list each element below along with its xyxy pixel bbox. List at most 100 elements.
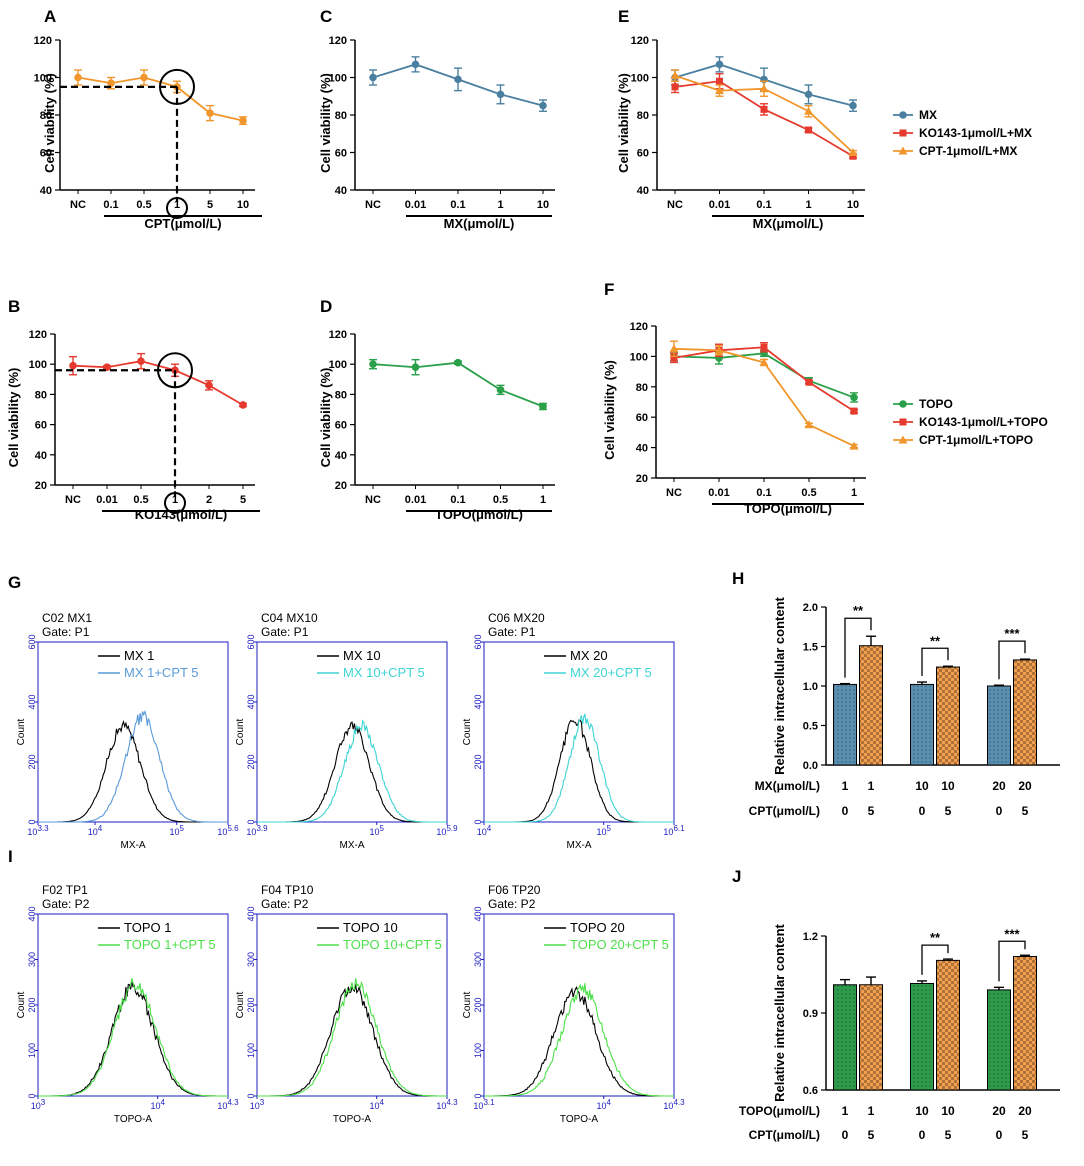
x-tick-label: NC: [65, 494, 81, 506]
row-value: 10: [941, 779, 955, 793]
flow-sample-name: C02 MX1: [42, 611, 92, 625]
y-tick-label: 20: [35, 480, 47, 492]
legend-label: TOPO 10: [343, 920, 398, 935]
x-tick-label: 1: [851, 487, 857, 499]
panel-label: F: [604, 280, 614, 299]
bar: [833, 984, 857, 1091]
x-tick-label: 0.1: [103, 199, 118, 211]
y-tick-label: 400: [27, 694, 37, 709]
y-tick-label: 100: [473, 1043, 483, 1058]
x-axis-label: MX-A: [567, 840, 592, 851]
y-tick-label: 300: [246, 952, 256, 967]
y-tick-label: 1.0: [803, 681, 818, 693]
panel-label: I: [8, 847, 13, 866]
x-tick-label: 0.1: [756, 487, 771, 499]
x-tick-label: 104.3: [663, 1098, 685, 1111]
y-tick-label: 80: [335, 389, 347, 401]
y-axis-label: Cell viability (%): [616, 73, 631, 173]
flow-sample-name: C04 MX10: [261, 611, 318, 625]
row-value: 0: [842, 804, 849, 818]
legend-label: MX 1: [124, 648, 154, 663]
x-tick-label: 104: [150, 1098, 165, 1111]
x-tick-label: 1: [172, 494, 178, 506]
data-point: [205, 381, 213, 390]
x-tick-label: 1: [805, 199, 811, 211]
row-value: 1: [842, 1104, 849, 1118]
row-label: CPT(μmol/L): [749, 804, 820, 818]
bar: [859, 984, 883, 1091]
row-value: 5: [945, 804, 952, 818]
row-value: 5: [945, 1128, 952, 1142]
bar: [1013, 659, 1037, 766]
data-point: [849, 101, 857, 110]
y-tick-label: 120: [630, 321, 648, 333]
legend-label: TOPO 1: [124, 920, 171, 935]
y-tick-label: 80: [35, 389, 47, 401]
legend-label: TOPO: [919, 397, 953, 411]
y-axis-label: Count: [462, 718, 473, 745]
y-tick-label: 200: [246, 997, 256, 1012]
panel-label: B: [8, 297, 20, 316]
data-point: [848, 148, 858, 156]
flow-sample-name: F06 TP20: [488, 883, 541, 897]
row-label: TOPO(μmol/L): [739, 1104, 820, 1118]
legend-label: MX 1+CPT 5: [124, 665, 199, 680]
y-tick-label: 400: [27, 906, 37, 921]
data-point: [454, 358, 462, 367]
data-point: [140, 73, 148, 82]
data-point: [137, 357, 145, 365]
chart-panel-E: E 40 60 80 100 120 NC 0.01 0.1 1 10 MX(μmol/L) Cell …: [616, 7, 1032, 231]
data-point: [804, 420, 814, 429]
y-axis-label: Count: [235, 991, 246, 1018]
y-tick-label: 40: [35, 450, 47, 462]
data-point: [103, 363, 111, 372]
row-value: 1: [868, 779, 875, 793]
legend-label: TOPO 20+CPT 5: [570, 937, 669, 952]
significance-label: **: [930, 633, 941, 648]
histogram-line: [38, 982, 228, 1097]
y-tick-label: 200: [246, 754, 256, 769]
y-tick-label: 20: [335, 480, 347, 492]
y-tick-label: 100: [630, 351, 648, 363]
x-axis-label: KO143(μmol/L): [135, 507, 227, 522]
legend-marker: [898, 435, 908, 444]
significance-label: **: [930, 930, 941, 945]
x-tick-label: 0.5: [801, 487, 816, 499]
y-tick-label: 600: [473, 634, 483, 649]
x-tick-label: 2: [206, 494, 212, 506]
y-axis-label: Cell viability (%): [318, 368, 333, 468]
x-tick-label: 1: [174, 199, 180, 211]
histogram-line: [484, 713, 674, 823]
row-value: 20: [992, 779, 1006, 793]
panel-label: H: [732, 569, 744, 588]
y-tick-label: 0: [246, 819, 256, 824]
y-tick-label: 0.6: [803, 1085, 818, 1097]
y-tick-label: 40: [335, 185, 347, 197]
y-tick-label: 200: [27, 997, 37, 1012]
y-tick-label: 400: [246, 694, 256, 709]
row-value: 5: [868, 804, 875, 818]
data-point: [496, 386, 505, 394]
flow-plot-frame: [37, 641, 229, 823]
x-tick-label: 0.1: [450, 494, 465, 506]
data-point: [850, 407, 858, 415]
x-tick-label: NC: [365, 494, 381, 506]
y-tick-label: 100: [27, 1043, 37, 1058]
x-tick-label: 104: [88, 824, 103, 837]
x-tick-label: 10: [847, 199, 859, 211]
histogram-line: [484, 983, 674, 1097]
y-tick-label: 0: [246, 1093, 256, 1098]
histogram-line: [38, 978, 228, 1097]
y-tick-label: 120: [329, 329, 347, 341]
x-tick-label: NC: [667, 199, 683, 211]
data-point: [206, 109, 214, 117]
y-tick-label: 120: [34, 35, 52, 47]
legend-label: MX 10+CPT 5: [343, 665, 425, 680]
row-value: 20: [1018, 779, 1032, 793]
data-point: [411, 60, 420, 69]
data-point: [670, 71, 680, 80]
chart-panel-C: C 40 60 80 100 120 NC 0.01 0.1 1 10 MX(μmol/L) Cell …: [318, 7, 555, 231]
